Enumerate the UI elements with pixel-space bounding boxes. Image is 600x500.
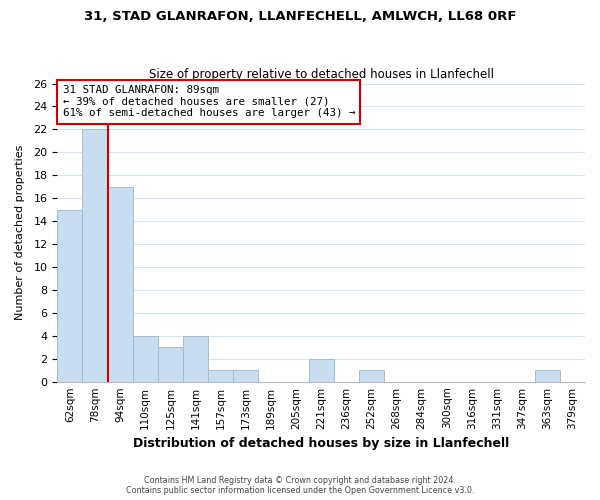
Text: Contains HM Land Registry data © Crown copyright and database right 2024.
Contai: Contains HM Land Registry data © Crown c… [126,476,474,495]
Bar [133,336,158,382]
Bar [58,210,82,382]
Text: 31, STAD GLANRAFON, LLANFECHELL, AMLWCH, LL68 0RF: 31, STAD GLANRAFON, LLANFECHELL, AMLWCH,… [84,10,516,23]
Bar [82,130,107,382]
X-axis label: Distribution of detached houses by size in Llanfechell: Distribution of detached houses by size … [133,437,509,450]
Bar [107,187,133,382]
Title: Size of property relative to detached houses in Llanfechell: Size of property relative to detached ho… [149,68,494,81]
Bar [308,358,334,382]
Bar [359,370,384,382]
Y-axis label: Number of detached properties: Number of detached properties [15,145,25,320]
Bar [208,370,233,382]
Bar [535,370,560,382]
Text: 31 STAD GLANRAFON: 89sqm
← 39% of detached houses are smaller (27)
61% of semi-d: 31 STAD GLANRAFON: 89sqm ← 39% of detach… [62,85,355,118]
Bar [183,336,208,382]
Bar [158,348,183,382]
Bar [233,370,259,382]
